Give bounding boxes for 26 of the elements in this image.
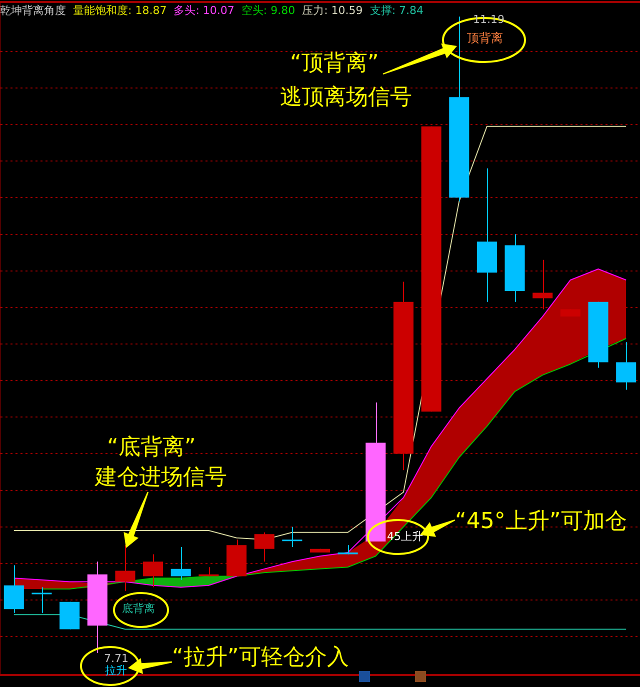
annotation: 多头: 10.07: [174, 4, 234, 17]
candlestick: [143, 554, 164, 588]
candlestick: [616, 342, 636, 390]
candlestick: [282, 526, 302, 548]
candlestick: [254, 532, 274, 562]
candlestick: [32, 586, 52, 614]
candlestick: [170, 546, 191, 580]
candlestick: [532, 259, 553, 310]
annotation: “拉升”可轻仓介入: [172, 645, 349, 670]
annotation: “45°上升”可加仓: [455, 509, 627, 534]
annotation: 顶背离: [467, 31, 503, 46]
annotation: 压力: 10.59: [302, 4, 363, 17]
annotation: 底背离: [122, 602, 155, 616]
candlestick: [115, 544, 136, 592]
annotation: 建仓进场信号: [95, 465, 227, 490]
annotation: 空头: 9.80: [241, 4, 296, 17]
annotation: 逃顶离场信号: [280, 85, 412, 110]
annotation: 支撑: 7.84: [370, 4, 424, 17]
candlestick: [4, 564, 24, 614]
annotation: “顶背离”: [290, 51, 379, 76]
annotation: “底背离”: [107, 435, 196, 460]
annotation: 45上升: [387, 530, 423, 544]
annotation: 量能饱和度: 18.87: [73, 4, 167, 17]
candlestick: [338, 544, 358, 555]
annotation: 7.71: [104, 652, 128, 665]
annotation: 拉升: [105, 664, 127, 678]
